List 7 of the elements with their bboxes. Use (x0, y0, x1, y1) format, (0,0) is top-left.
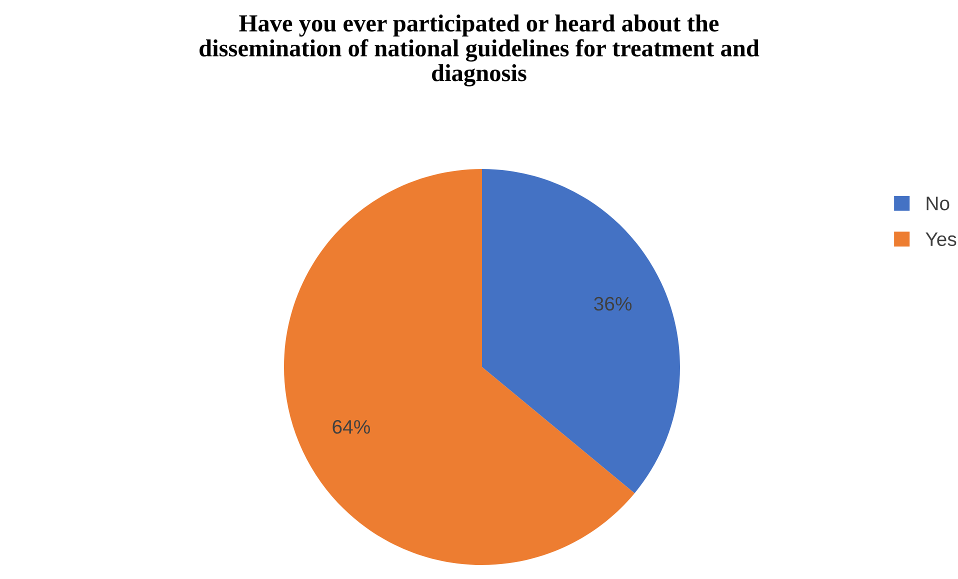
pie-slice (482, 168, 680, 494)
data-label: 64% (332, 420, 370, 434)
pie-slice (284, 168, 635, 566)
chart-title: Have you ever participated or heard about the dissemination of national guidelines for treatment and diagnosis (200, 14, 760, 86)
legend-label: Yes (926, 232, 956, 246)
data-label: 36% (594, 296, 632, 311)
legend-label: No (926, 196, 950, 210)
